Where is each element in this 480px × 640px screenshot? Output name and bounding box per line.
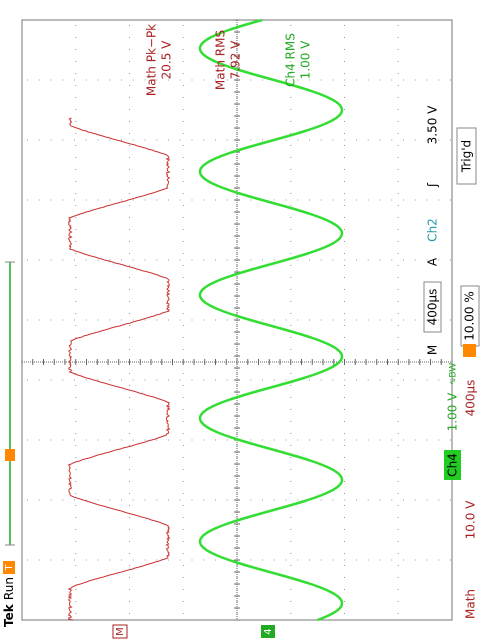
meas-label: Math Pk−Pk [145,24,159,96]
math-time: 400µs [464,380,478,417]
acq-state: Run [2,577,16,600]
ch4-marker-label: 4 [263,628,274,634]
ch4-name: Ch4 [446,453,460,477]
ch4-bw: ∿BW [449,363,459,385]
brand: Tek Run [2,577,16,627]
trigger-source: A [426,257,440,266]
meas-value: 7.92 V [229,40,243,80]
meas-value: 20.5 V [160,40,174,80]
math-name: Math [464,589,478,619]
math-scale: 10.0 V [464,500,478,540]
timebase-mode: M [426,345,440,355]
meas-label: Math RMS [214,30,228,90]
position: 10.00 % [463,291,477,341]
trigger-position-marker [5,449,15,461]
timebase-scale: 400µs [426,289,440,326]
trigger-level: 3.50 V [426,105,440,145]
meas-value: 1.00 V [299,40,313,80]
math-marker-label: M [115,627,126,636]
trigger-channel: Ch2 [426,218,440,242]
brand: Tek [2,603,16,627]
position-marker [463,344,476,357]
trigger-status: Trig'd [460,140,474,173]
meas-label: Ch4 RMS [284,33,298,87]
ch4-scale: 1.00 V [446,392,460,432]
trigger-marker-label: T [4,564,15,572]
